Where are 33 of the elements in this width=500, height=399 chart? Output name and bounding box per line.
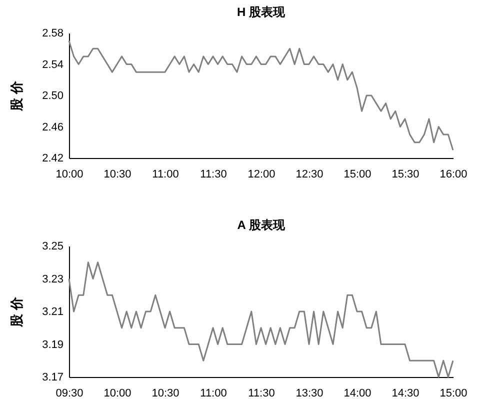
x-tick-label: 11:00: [200, 388, 227, 399]
chart-title: H 股表现: [237, 5, 286, 19]
x-tick-label: 15:00: [344, 168, 372, 180]
y-tick-label: 2.58: [42, 28, 64, 40]
y-tick-label: 2.46: [42, 121, 64, 134]
y-tick-label: 3.23: [42, 273, 64, 286]
y-tick-label: 2.54: [42, 58, 64, 71]
x-tick-label: 13:30: [296, 388, 324, 399]
x-tick-label: 15:00: [440, 388, 468, 399]
x-tick-label: 11:00: [152, 168, 179, 180]
x-tick-label: 11:30: [248, 388, 275, 399]
y-axis-title: 股 价: [9, 80, 24, 112]
x-tick-label: 10:00: [104, 388, 132, 399]
y-tick-label: 3.21: [42, 306, 64, 318]
x-tick-label: 12:30: [296, 168, 324, 180]
x-tick-label: 12:00: [248, 168, 276, 180]
line-series: [68, 40, 454, 151]
x-tick-label: 10:30: [152, 388, 180, 399]
x-tick-label: 10:30: [104, 168, 132, 180]
chart-title: A 股表现: [237, 218, 286, 232]
x-tick-label: 16:00: [440, 168, 468, 180]
y-axis-title: 股 价: [9, 296, 24, 328]
y-tick-label: 3.19: [42, 338, 64, 351]
y-tick-label: 2.42: [42, 152, 64, 164]
y-tick-label: 3.17: [42, 372, 64, 384]
x-tick-label: 09:30: [56, 388, 84, 399]
x-tick-label: 11:30: [200, 168, 227, 180]
x-tick-label: 14:30: [392, 388, 420, 399]
y-tick-label: 3.25: [42, 240, 64, 252]
x-tick-label: 10:00: [56, 168, 84, 180]
x-tick-label: 14:00: [344, 388, 372, 399]
y-tick-label: 2.50: [42, 90, 64, 102]
x-tick-label: 15:30: [392, 168, 420, 180]
